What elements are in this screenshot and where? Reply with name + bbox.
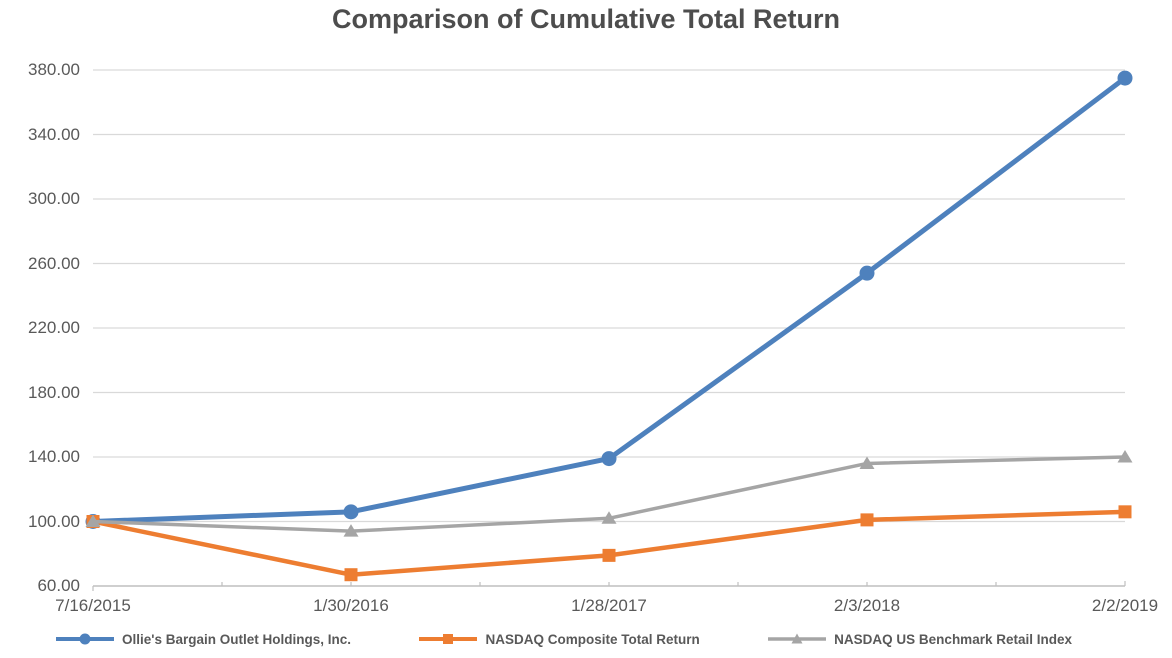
data-point-square: [344, 568, 358, 582]
data-point-circle: [601, 451, 617, 467]
legend-swatch-square-icon: [419, 634, 478, 644]
y-axis-tick-label: 140.00: [28, 447, 80, 466]
legend-swatch-circle-icon: [56, 633, 114, 645]
chart-title: Comparison of Cumulative Total Return: [331, 4, 841, 34]
data-point-triangle: [343, 524, 359, 537]
legend-swatch-triangle-icon: [768, 633, 827, 644]
data-point-square: [860, 513, 874, 527]
data-point-triangle: [1117, 450, 1133, 463]
y-axis-tick-label: 220.00: [28, 318, 80, 337]
x-axis-tick-label: 1/28/2017: [571, 596, 647, 615]
data-point-square: [1118, 505, 1132, 519]
y-axis-tick-label: 340.00: [28, 124, 80, 144]
legend-label-2: NASDAQ US Benchmark Retail Index: [834, 631, 1072, 647]
y-axis-tick-label: 300.00: [28, 189, 80, 208]
y-axis-tick-label: 260.00: [28, 253, 80, 273]
data-point-triangle: [859, 456, 875, 469]
legend-item-1: NASDAQ Composite Total Return: [419, 631, 700, 647]
x-axis-tick-label: 2/2/2019: [1091, 596, 1159, 615]
x-axis-tick-label: 7/16/2015: [55, 596, 131, 615]
y-axis-tick-label: 180.00: [28, 382, 80, 402]
data-point-triangle: [85, 514, 101, 527]
legend: Ollie's Bargain Outlet Holdings, Inc. NAS…: [56, 631, 1072, 647]
x-axis-tick-label: 1/30/2016: [313, 596, 389, 615]
legend-item-0: Ollie's Bargain Outlet Holdings, Inc.: [56, 631, 351, 647]
data-point-circle: [859, 265, 875, 281]
y-axis-tick-label: 60.00: [37, 576, 80, 595]
legend-label-1: NASDAQ Composite Total Return: [485, 631, 700, 647]
data-point-circle: [1117, 70, 1133, 86]
legend-label-0: Ollie's Bargain Outlet Holdings, Inc.: [122, 631, 351, 647]
y-axis-tick-label: 100.00: [28, 511, 80, 531]
data-point-triangle: [601, 511, 617, 524]
legend-item-2: NASDAQ US Benchmark Retail Index: [768, 631, 1072, 647]
data-point-circle: [343, 504, 359, 520]
data-point-square: [602, 548, 616, 562]
y-axis-tick-label: 380.00: [28, 60, 80, 79]
x-axis-tick-label: 2/3/2018: [833, 596, 901, 615]
